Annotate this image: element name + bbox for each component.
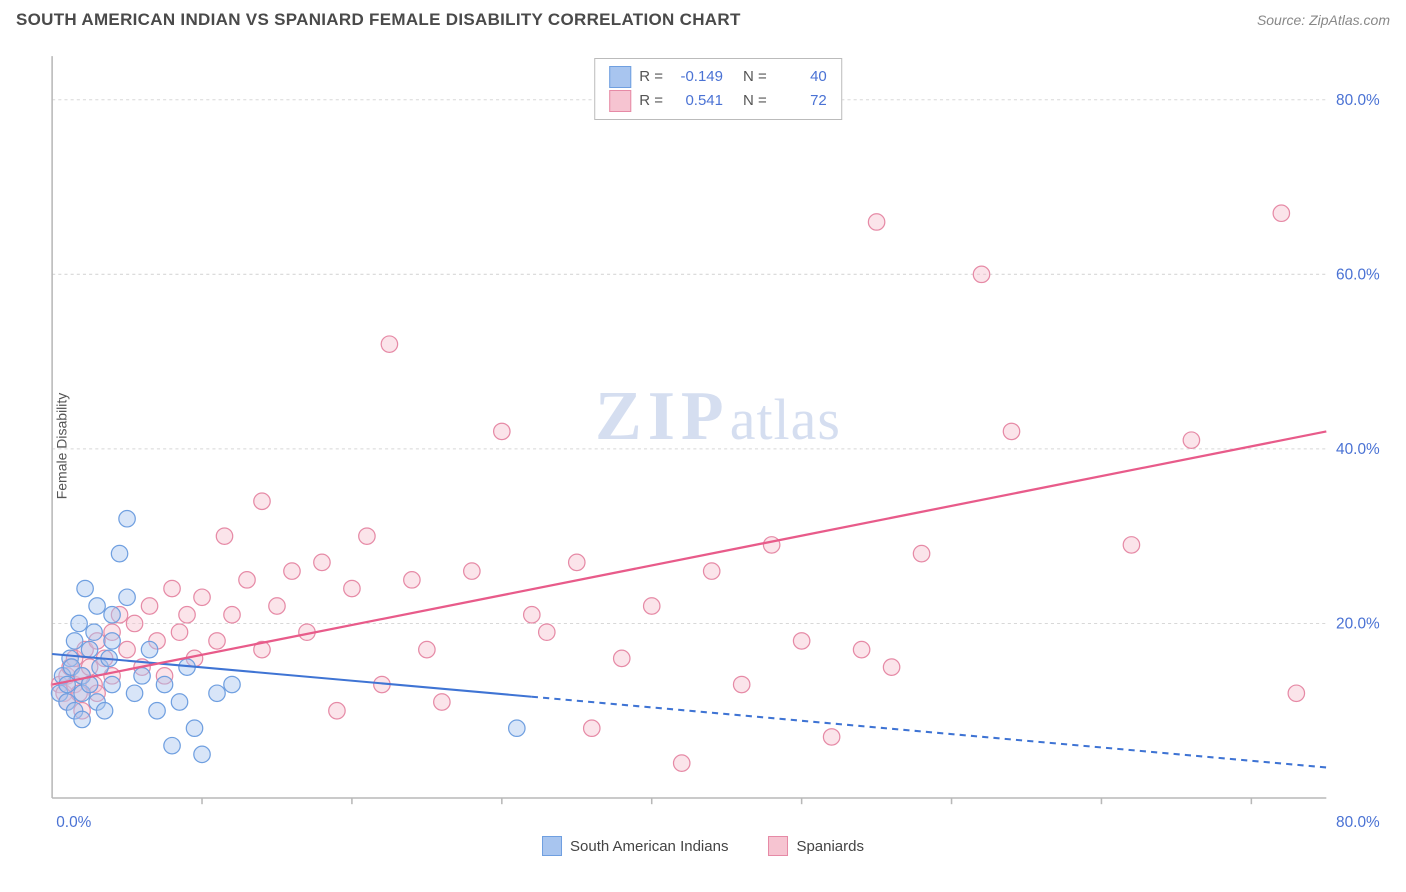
legend-swatch-pink bbox=[609, 90, 631, 112]
n-value-pink: 72 bbox=[775, 89, 827, 113]
n-value-blue: 40 bbox=[775, 65, 827, 89]
legend-swatch-pink bbox=[768, 836, 788, 856]
scatter-plot: 20.0% 40.0% 60.0% 80.0% 0.0% 80.0% bbox=[48, 52, 1388, 833]
svg-text:40.0%: 40.0% bbox=[1336, 441, 1380, 458]
svg-text:80.0%: 80.0% bbox=[1336, 92, 1380, 109]
r-value-pink: 0.541 bbox=[671, 89, 723, 113]
chart-container: ZIPatlas 20.0%40.0%60.0%80.0%0.0%80.0% R… bbox=[48, 52, 1388, 812]
legend-label-pink: Spaniards bbox=[796, 838, 864, 855]
r-value-blue: -0.149 bbox=[671, 65, 723, 89]
svg-text:60.0%: 60.0% bbox=[1336, 266, 1380, 283]
svg-text:20.0%: 20.0% bbox=[1336, 616, 1380, 633]
legend-swatch-blue bbox=[542, 836, 562, 856]
legend-label-blue: South American Indians bbox=[570, 838, 728, 855]
svg-text:80.0%: 80.0% bbox=[1336, 814, 1380, 831]
source-attribution: Source: ZipAtlas.com bbox=[1257, 12, 1390, 28]
series-legend: South American Indians Spaniards bbox=[542, 836, 864, 856]
svg-text:0.0%: 0.0% bbox=[56, 814, 91, 831]
legend-swatch-blue bbox=[609, 66, 631, 88]
correlation-legend: R = -0.149 N = 40 R = 0.541 N = 72 bbox=[594, 58, 842, 120]
chart-title: SOUTH AMERICAN INDIAN VS SPANIARD FEMALE… bbox=[16, 10, 741, 30]
